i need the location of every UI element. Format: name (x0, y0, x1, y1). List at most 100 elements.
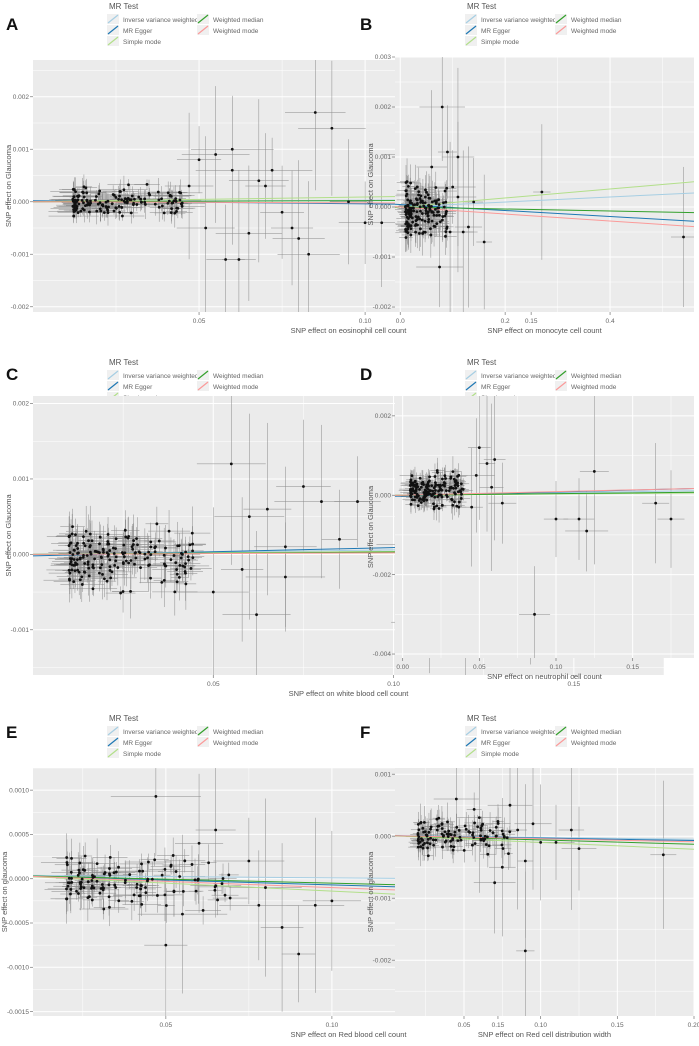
data-point (112, 209, 116, 213)
data-point (407, 217, 410, 220)
data-point (523, 949, 527, 953)
data-point (177, 575, 181, 579)
data-point (111, 193, 115, 196)
data-point (139, 197, 143, 201)
data-point (176, 207, 180, 210)
data-point (426, 488, 430, 491)
y-tick-label: -0.002 (11, 304, 30, 311)
legend-title: MR Test (109, 358, 139, 367)
x-tick-label: 0.2 (501, 318, 510, 325)
data-point (88, 210, 91, 214)
data-point (457, 505, 461, 509)
data-point (130, 194, 134, 198)
data-point (153, 546, 157, 550)
data-point (78, 578, 82, 582)
data-point (682, 235, 685, 239)
data-point (496, 819, 500, 823)
data-point (419, 227, 422, 231)
data-point (441, 834, 445, 838)
data-point (494, 834, 498, 838)
data-point (482, 839, 486, 843)
data-point (169, 211, 173, 215)
data-point (194, 889, 198, 893)
data-point (413, 187, 417, 191)
data-point (479, 826, 483, 830)
x-axis-title: SNP effect on white blood cell count (289, 689, 410, 698)
data-point (424, 494, 428, 498)
data-point (419, 501, 423, 504)
data-point (423, 195, 427, 199)
data-point (164, 904, 168, 907)
data-point (438, 265, 441, 269)
data-point (175, 210, 178, 213)
y-tick-label: -0.0015 (7, 1009, 29, 1016)
data-point (98, 551, 101, 555)
data-point (417, 828, 421, 832)
data-point (418, 487, 421, 491)
legend-label: MR Egger (123, 740, 153, 747)
data-point (411, 220, 415, 224)
data-point (100, 883, 104, 886)
x-tick-label: 0.15 (568, 681, 581, 688)
data-point (160, 581, 164, 584)
data-point (457, 828, 461, 832)
data-point (440, 822, 444, 826)
data-point (500, 501, 504, 505)
y-tick-label: 0.001 (13, 146, 30, 153)
data-point (149, 553, 153, 557)
regression-lines (395, 835, 694, 850)
data-point (500, 865, 504, 869)
data-point (500, 829, 504, 833)
data-point (78, 871, 81, 875)
data-point (409, 215, 412, 219)
y-tick-label: 0.000 (13, 552, 30, 559)
data-point (661, 853, 665, 857)
data-point (135, 203, 139, 206)
data-point (178, 563, 182, 567)
data-point (123, 528, 127, 532)
data-point (654, 501, 658, 505)
data-point (189, 567, 193, 570)
data-point (117, 198, 121, 201)
legend-line-simple-mode (107, 36, 119, 46)
data-point (74, 561, 77, 565)
data-point (456, 481, 459, 485)
y-tick-label: 0.003 (375, 54, 392, 61)
data-point (449, 833, 453, 837)
legend-label: Weighted mode (213, 28, 259, 35)
data-point (114, 559, 118, 563)
data-point (207, 861, 211, 865)
data-point (439, 493, 443, 497)
data-point (406, 204, 409, 207)
data-point (415, 198, 419, 202)
y-tick-label: 0.001 (13, 476, 30, 483)
data-point (433, 491, 437, 495)
data-point (505, 836, 509, 840)
data-point (162, 211, 166, 215)
data-point (179, 202, 183, 206)
y-tick-label: 0.001 (375, 771, 392, 778)
data-point (179, 556, 183, 560)
data-point (187, 184, 191, 188)
data-point (148, 563, 151, 567)
data-point (122, 543, 126, 547)
panel-b: B MR Test Inverse variance weighted MR Egge… (360, 2, 694, 335)
data-point (191, 549, 194, 553)
data-point (428, 842, 432, 846)
legend-label: Simple mode (481, 751, 519, 758)
data-point (436, 495, 440, 499)
data-point (446, 150, 449, 154)
data-point (114, 537, 118, 541)
data-point (313, 111, 317, 114)
data-point (264, 886, 267, 889)
data-point (86, 562, 90, 566)
data-point (78, 861, 82, 865)
data-point (179, 191, 183, 195)
data-point (134, 556, 138, 560)
data-point (424, 833, 428, 837)
data-point (172, 890, 176, 894)
data-point (117, 865, 120, 869)
data-point (437, 213, 441, 217)
data-point (68, 562, 72, 566)
data-point (153, 858, 157, 862)
